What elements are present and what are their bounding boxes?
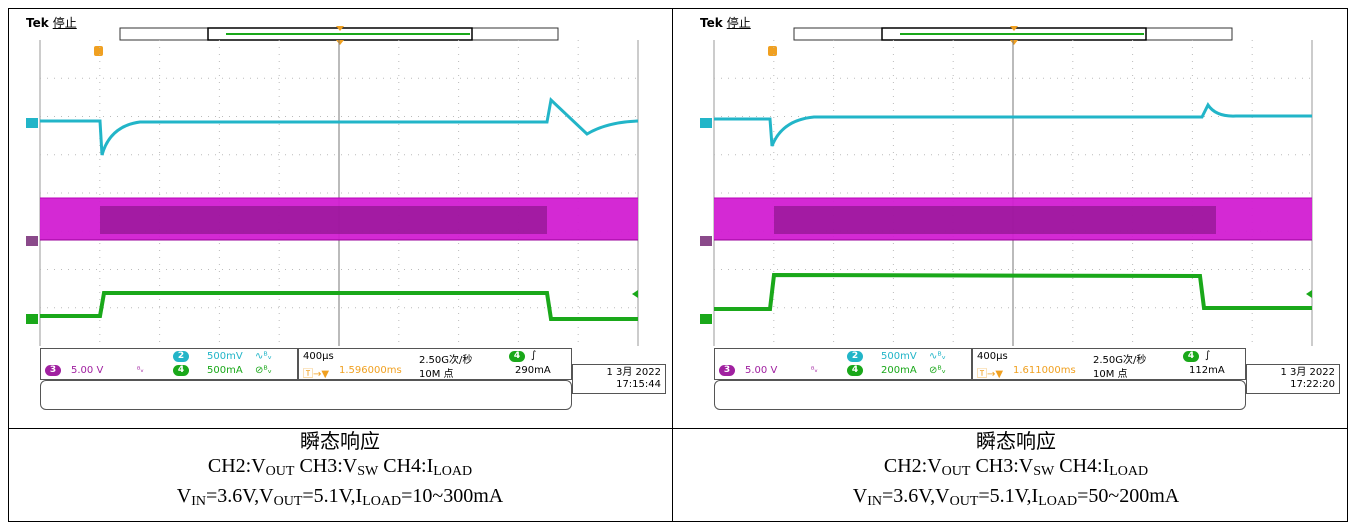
ch2-coupling-icon: ∿ᴮᵥ [929, 351, 946, 362]
trigger-position: 1.611000ms [1013, 365, 1076, 376]
ch2-marker-icon [700, 118, 712, 128]
message-box [714, 380, 1246, 410]
figure-table [8, 8, 1348, 522]
ch3-badge: 3 [719, 365, 735, 376]
ch4-marker-icon [700, 314, 712, 324]
channel-readout-box: 2 500mV ∿ᴮᵥ 3 5.00 V ᴮᵥ 4 200mA ⊘ᴮᵥ [714, 348, 972, 380]
trigger-position-icon: 🅃→▼ [303, 369, 330, 380]
trigger-position-icon [94, 46, 103, 56]
caption-right: 瞬态响应 CH2:VOUT CH3:VSW CH4:ILOAD VIN=3.6V… [684, 430, 1348, 514]
scope-brand: Tek 停止 [26, 16, 77, 30]
message-box [40, 380, 572, 410]
ch3-marker-icon [26, 236, 38, 246]
trigger-slope-icon: ∫ [1205, 350, 1211, 361]
timebase: 400µs [977, 351, 1008, 362]
ch2-waveform [40, 97, 639, 156]
caption-left: 瞬态响应 CH2:VOUT CH3:VSW CH4:ILOAD VIN=3.6V… [8, 430, 672, 514]
ch4-coupling-icon: ⊘ᴮᵥ [929, 365, 946, 376]
oscilloscope-screen-left: Tek 停止 2 500mV ∿ᴮᵥ 3 5.00 V ᴮᵥ 4 500mA ⊘ᴮ… [12, 10, 672, 426]
caption-channels: CH2:VOUT CH3:VSW CH4:ILOAD [207, 455, 473, 479]
ch3-bw-icon: ᴮᵥ [137, 365, 144, 374]
ch3-scale: 5.00 V [71, 365, 104, 376]
trigger-position-icon [768, 46, 777, 56]
trigger-source-badge: 4 [509, 351, 525, 362]
trigger-marker-icon [1010, 26, 1018, 31]
ch4-scale: 500mA [207, 365, 243, 376]
trigger-level-icon [1306, 290, 1312, 298]
ch2-marker-icon [26, 118, 38, 128]
table-divider-horizontal [8, 428, 1348, 429]
ch2-badge: 2 [847, 351, 863, 362]
trigger-source-badge: 4 [1183, 351, 1199, 362]
timebase-readout-box: 400µs 2.50G次/秒 4 ∫ 🅃→▼ 1.611000ms 10M 点 … [972, 348, 1246, 380]
ch4-waveform [40, 291, 638, 321]
sample-rate: 2.50G次/秒 [1093, 355, 1147, 366]
caption-channels: CH2:VOUT CH3:VSW CH4:ILOAD [883, 455, 1149, 479]
caption-title: 瞬态响应 [976, 431, 1056, 453]
caption-conditions: VIN=3.6V,VOUT=5.1V,ILOAD=50~200mA [852, 485, 1180, 509]
capture-time: 17:15:44 [616, 379, 661, 390]
ch2-waveform [714, 102, 1312, 147]
capture-date: 1 3月 2022 [1280, 367, 1335, 378]
date-time-box: 1 3月 2022 17:15:44 [572, 364, 666, 394]
acquisition-state: 停止 [726, 16, 751, 30]
record-length: 10M 点 [419, 369, 454, 380]
ch3-dense-region [100, 206, 547, 234]
trigger-level: 112mA [1189, 365, 1225, 376]
oscilloscope-screen-right: Tek 停止 2 500mV ∿ᴮᵥ 3 5.00 V ᴮᵥ 4 200mA ⊘ᴮ… [686, 10, 1346, 426]
caption-conditions: VIN=3.6V,VOUT=5.1V,ILOAD=10~300mA [176, 485, 504, 509]
trigger-slope-icon: ∫ [531, 350, 537, 361]
ch3-bw-icon: ᴮᵥ [811, 365, 818, 374]
ch2-badge: 2 [173, 351, 189, 362]
table-divider-vertical [672, 8, 673, 522]
scope-brand: Tek 停止 [700, 16, 751, 30]
capture-date: 1 3月 2022 [606, 367, 661, 378]
acquisition-state: 停止 [52, 16, 77, 30]
sample-rate: 2.50G次/秒 [419, 355, 473, 366]
ch3-marker-icon [700, 236, 712, 246]
trigger-position-icon: 🅃→▼ [977, 369, 1004, 380]
ch4-waveform [714, 272, 1312, 311]
trigger-marker-icon [336, 26, 344, 31]
ch2-coupling-icon: ∿ᴮᵥ [255, 351, 272, 362]
record-length: 10M 点 [1093, 369, 1128, 380]
ch4-badge: 4 [847, 365, 863, 376]
waveform-area [700, 26, 1313, 346]
timebase-readout-box: 400µs 2.50G次/秒 4 ∫ 🅃→▼ 1.596000ms 10M 点 … [298, 348, 572, 380]
trigger-level-icon [632, 290, 638, 298]
date-time-box: 1 3月 2022 17:22:20 [1246, 364, 1340, 394]
waveform-area [26, 26, 639, 346]
ch4-coupling-icon: ⊘ᴮᵥ [255, 365, 272, 376]
timebase: 400µs [303, 351, 334, 362]
ch3-dense-region [774, 206, 1216, 234]
trigger-position: 1.596000ms [339, 365, 402, 376]
ch4-marker-icon [26, 314, 38, 324]
center-marker-icon [1010, 40, 1018, 45]
trigger-level: 290mA [515, 365, 551, 376]
ch2-scale: 500mV [881, 351, 917, 362]
ch3-scale: 5.00 V [745, 365, 778, 376]
channel-readout-box: 2 500mV ∿ᴮᵥ 3 5.00 V ᴮᵥ 4 500mA ⊘ᴮᵥ [40, 348, 298, 380]
ch3-badge: 3 [45, 365, 61, 376]
caption-title: 瞬态响应 [300, 431, 380, 453]
ch2-scale: 500mV [207, 351, 243, 362]
ch4-badge: 4 [173, 365, 189, 376]
capture-time: 17:22:20 [1290, 379, 1335, 390]
center-marker-icon [336, 40, 344, 45]
ch4-scale: 200mA [881, 365, 917, 376]
